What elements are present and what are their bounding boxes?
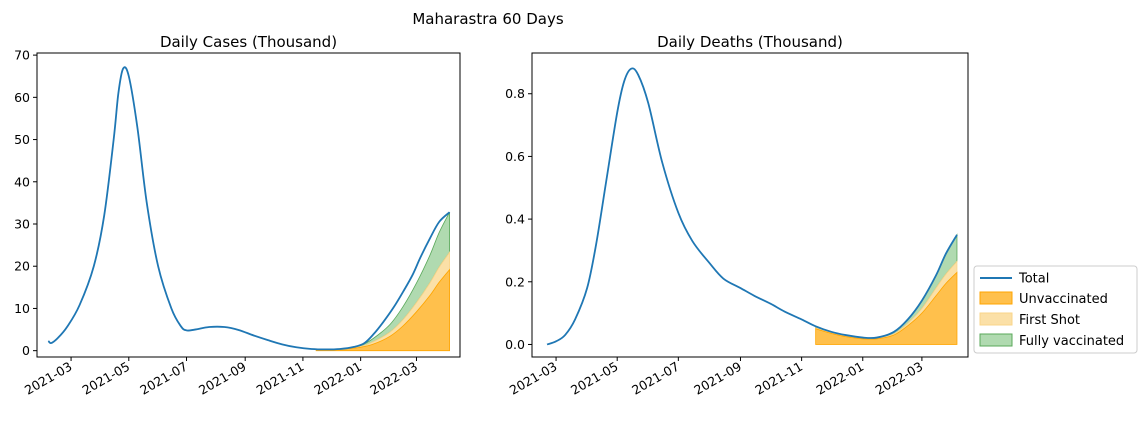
legend: Total Unvaccinated First Shot Fully vacc… xyxy=(973,265,1138,354)
y-tick-label: 70 xyxy=(14,48,30,63)
x-tick-label: 2021-05 xyxy=(80,359,133,398)
line-total xyxy=(546,67,958,346)
x-tick-label: 2021-07 xyxy=(629,359,682,398)
x-tick-label: 2021-03 xyxy=(22,359,75,398)
legend-swatch-first-shot xyxy=(979,312,1013,326)
cases-x-ticks: 2021-03 2021-05 2021-07 2021-09 2021-11 2022-… xyxy=(22,357,420,398)
deaths-chart-title: Daily Deaths (Thousand) xyxy=(657,33,843,51)
x-tick-label: 2021-09 xyxy=(196,359,249,398)
x-tick-label: 2021-11 xyxy=(254,359,307,398)
figure-suptitle: Maharastra 60 Days xyxy=(412,10,563,28)
x-tick-label: 2021-07 xyxy=(137,359,190,398)
legend-label-first-shot: First Shot xyxy=(1019,313,1080,328)
x-tick-label: 2021-09 xyxy=(691,359,744,398)
deaths-areas xyxy=(815,233,958,345)
cases-y-ticks: 0 10 20 30 40 50 60 70 xyxy=(14,48,37,358)
cases-chart: Daily Cases (Thousand) 2021-03 2021-05 202… xyxy=(14,33,461,398)
y-tick-label: 0.0 xyxy=(505,337,525,352)
x-tick-label: 2021-03 xyxy=(507,359,560,398)
legend-label-total: Total xyxy=(1018,272,1049,287)
deaths-x-ticks: 2021-03 2021-05 2021-07 2021-09 2021-11 2022-… xyxy=(507,357,926,398)
x-tick-label: 2021-11 xyxy=(752,359,805,398)
cases-areas xyxy=(315,211,450,352)
x-tick-label: 2022-01 xyxy=(814,359,867,398)
y-tick-label: 40 xyxy=(14,174,30,189)
cases-axes-frame xyxy=(36,52,461,358)
x-tick-label: 2022-03 xyxy=(367,359,420,398)
legend-swatch-fully-vaccinated xyxy=(979,333,1013,347)
line-total xyxy=(47,66,451,351)
y-tick-label: 20 xyxy=(14,259,30,274)
y-tick-label: 0 xyxy=(22,343,30,358)
deaths-chart: Daily Deaths (Thousand) 2021-03 2021-05 20… xyxy=(505,33,969,398)
y-tick-label: 60 xyxy=(14,90,30,105)
y-tick-label: 0.2 xyxy=(505,274,525,289)
cases-lines xyxy=(47,66,451,351)
y-tick-label: 30 xyxy=(14,217,30,232)
deaths-axes-frame xyxy=(531,52,969,358)
legend-swatch-unvaccinated xyxy=(979,291,1013,305)
deaths-y-ticks: 0.0 0.2 0.4 0.6 0.8 xyxy=(505,86,532,352)
deaths-lines xyxy=(546,67,958,346)
y-tick-label: 0.4 xyxy=(505,212,525,227)
cases-chart-title: Daily Cases (Thousand) xyxy=(160,33,337,51)
legend-label-unvaccinated: Unvaccinated xyxy=(1019,292,1108,307)
x-tick-label: 2022-01 xyxy=(311,359,364,398)
x-tick-label: 2022-03 xyxy=(873,359,926,398)
area-unvaccinated xyxy=(815,271,958,345)
legend-box xyxy=(973,265,1138,354)
y-tick-label: 50 xyxy=(14,132,30,147)
x-tick-label: 2021-05 xyxy=(568,359,621,398)
y-tick-label: 0.8 xyxy=(505,86,525,101)
y-tick-label: 0.6 xyxy=(505,149,525,164)
y-tick-label: 10 xyxy=(14,301,30,316)
legend-label-fully-vaccinated: Fully vaccinated xyxy=(1019,334,1124,349)
